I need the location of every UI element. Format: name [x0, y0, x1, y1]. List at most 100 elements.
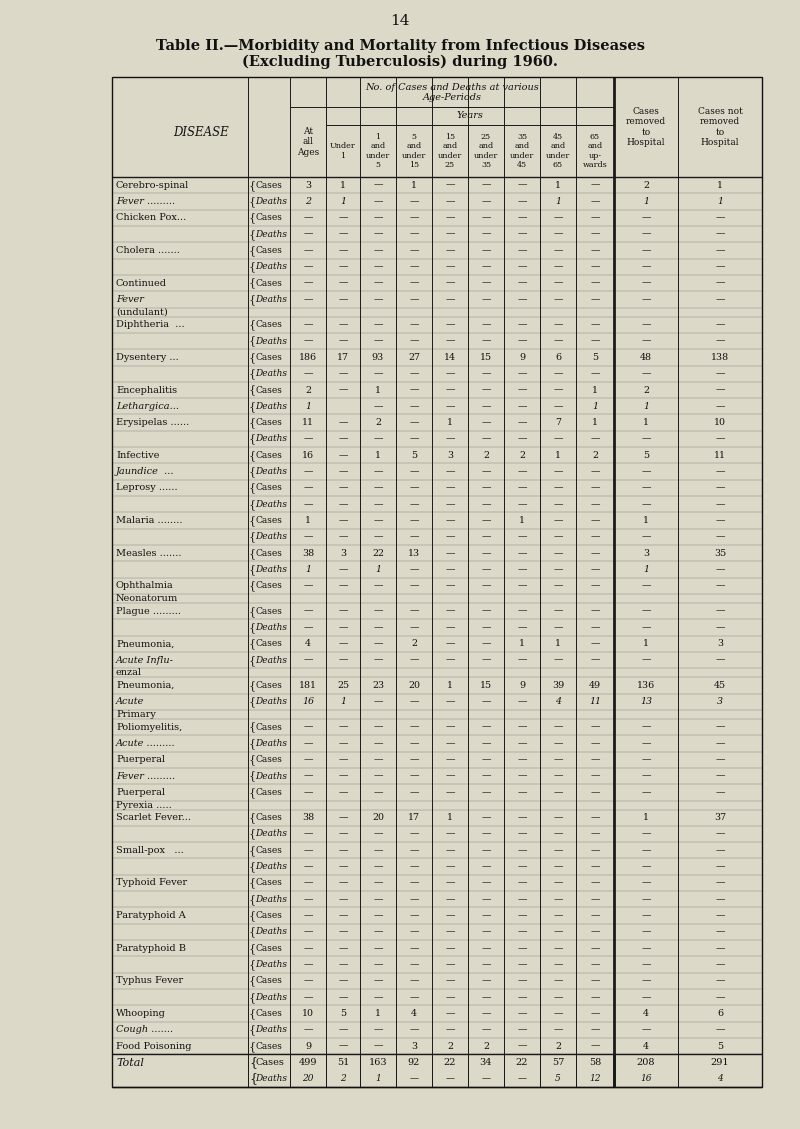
Text: Cerebro-spinal: Cerebro-spinal: [116, 181, 190, 190]
Text: {: {: [249, 229, 256, 239]
Text: 1: 1: [375, 1075, 381, 1084]
Text: —: —: [554, 863, 562, 872]
Text: Age-Periods: Age-Periods: [422, 93, 482, 102]
Text: {: {: [249, 638, 256, 649]
Text: —: —: [482, 639, 490, 648]
Text: —: —: [338, 566, 348, 574]
Text: Deaths: Deaths: [255, 500, 287, 509]
Text: —: —: [374, 639, 382, 648]
Text: 7: 7: [555, 418, 561, 427]
Text: {: {: [249, 515, 256, 526]
Text: —: —: [446, 1025, 454, 1034]
Text: —: —: [554, 911, 562, 920]
Text: {: {: [249, 434, 256, 445]
Text: 2: 2: [305, 385, 311, 394]
Text: —: —: [410, 927, 418, 936]
Text: 9: 9: [519, 681, 525, 690]
Text: Deaths: Deaths: [255, 1025, 287, 1034]
Text: —: —: [410, 500, 418, 509]
Text: 2: 2: [592, 450, 598, 460]
Text: —: —: [642, 581, 650, 590]
Text: —: —: [482, 623, 490, 632]
Text: 499: 499: [298, 1058, 318, 1067]
Text: —: —: [482, 213, 490, 222]
Text: —: —: [642, 977, 650, 986]
Text: —: —: [410, 895, 418, 904]
Text: —: —: [338, 813, 348, 822]
Text: 9: 9: [519, 353, 525, 362]
Text: —: —: [446, 656, 454, 665]
Text: Whooping: Whooping: [116, 1009, 166, 1018]
Text: —: —: [518, 213, 526, 222]
Text: —: —: [642, 878, 650, 887]
Text: —: —: [554, 960, 562, 969]
Text: —: —: [374, 369, 382, 378]
Text: —: —: [338, 229, 348, 238]
Text: —: —: [590, 606, 600, 615]
Text: —: —: [642, 738, 650, 747]
Text: 1: 1: [592, 418, 598, 427]
Text: 1: 1: [592, 385, 598, 394]
Text: {: {: [249, 418, 256, 428]
Text: Cases: Cases: [255, 418, 282, 427]
Text: 6: 6: [555, 353, 561, 362]
Text: —: —: [482, 771, 490, 780]
Text: —: —: [554, 295, 562, 304]
Text: —: —: [590, 549, 600, 558]
Text: {: {: [249, 771, 256, 781]
Text: —: —: [446, 698, 454, 707]
Text: —: —: [590, 336, 600, 345]
Text: 20: 20: [372, 813, 384, 822]
Text: 2: 2: [375, 418, 381, 427]
Text: —: —: [482, 581, 490, 590]
Text: 4: 4: [717, 1075, 723, 1084]
Text: {: {: [249, 622, 256, 633]
Text: —: —: [590, 788, 600, 797]
Text: Cough .......: Cough .......: [116, 1025, 173, 1034]
Text: Cases: Cases: [255, 483, 282, 492]
Text: —: —: [338, 321, 348, 330]
Text: —: —: [338, 878, 348, 887]
Text: {: {: [249, 721, 256, 733]
Text: —: —: [554, 566, 562, 574]
Text: —: —: [410, 516, 418, 525]
Text: {: {: [249, 532, 256, 542]
Text: 49: 49: [589, 681, 601, 690]
Text: —: —: [446, 738, 454, 747]
Text: —: —: [482, 336, 490, 345]
Text: —: —: [590, 181, 600, 190]
Text: Puerperal: Puerperal: [116, 788, 165, 797]
Text: —: —: [410, 1025, 418, 1034]
Text: —: —: [482, 895, 490, 904]
Text: Measles .......: Measles .......: [116, 549, 182, 558]
Text: —: —: [715, 566, 725, 574]
Text: —: —: [642, 788, 650, 797]
Text: —: —: [482, 295, 490, 304]
Text: —: —: [554, 279, 562, 288]
Text: —: —: [446, 500, 454, 509]
Text: —: —: [446, 1075, 454, 1084]
Text: {: {: [249, 401, 256, 412]
Text: 2: 2: [447, 1042, 453, 1051]
Text: —: —: [590, 279, 600, 288]
Text: Encephalitis: Encephalitis: [116, 385, 177, 394]
Text: —: —: [642, 213, 650, 222]
Text: —: —: [715, 467, 725, 476]
Text: —: —: [338, 723, 348, 732]
Text: Cases: Cases: [255, 450, 282, 460]
Text: —: —: [338, 846, 348, 855]
Text: {: {: [249, 960, 256, 970]
Text: —: —: [715, 295, 725, 304]
Text: —: —: [303, 623, 313, 632]
Text: (Excluding Tuberculosis) during 1960.: (Excluding Tuberculosis) during 1960.: [242, 55, 558, 69]
Text: 11: 11: [714, 450, 726, 460]
Text: —: —: [554, 229, 562, 238]
Text: 57: 57: [552, 1058, 564, 1067]
Text: {: {: [249, 680, 256, 691]
Text: 93: 93: [372, 353, 384, 362]
Text: 1: 1: [555, 196, 561, 205]
Text: Deaths: Deaths: [255, 435, 287, 444]
Text: Cases: Cases: [255, 181, 282, 190]
Text: Typhoid Fever: Typhoid Fever: [116, 878, 187, 887]
Text: —: —: [446, 830, 454, 839]
